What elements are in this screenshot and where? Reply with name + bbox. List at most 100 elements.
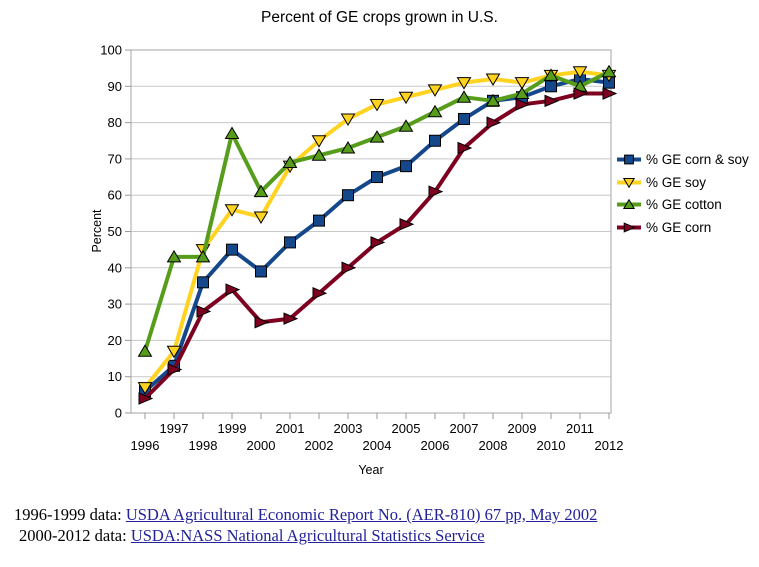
y-tick-label: 70 xyxy=(108,151,122,166)
data-point-marker xyxy=(456,77,472,90)
data-point-marker xyxy=(253,211,269,224)
data-point-marker xyxy=(573,87,589,100)
data-point-marker xyxy=(138,392,154,405)
source-line-1996-1999: 1996-1999 data: USDA Agricultural Econom… xyxy=(14,504,597,525)
source-link-nass[interactable]: USDA:NASS National Agricultural Statisti… xyxy=(130,526,485,545)
data-point-marker xyxy=(427,84,443,97)
legend-label: % GE corn & soy xyxy=(646,152,749,167)
data-point-marker xyxy=(225,283,241,296)
data-point-marker xyxy=(341,261,357,275)
data-point-marker xyxy=(623,221,636,233)
x-tick-label: 1997 xyxy=(160,421,189,436)
data-point-marker xyxy=(255,265,267,278)
data-point-marker xyxy=(622,177,636,188)
y-tick-label: 100 xyxy=(100,43,122,58)
x-tick-label: 2005 xyxy=(392,421,421,436)
y-tick-label: 80 xyxy=(108,115,122,130)
x-tick-label: 2012 xyxy=(595,438,624,453)
y-tick-label: 40 xyxy=(108,260,122,275)
x-tick-label: 2009 xyxy=(508,421,537,436)
legend-label: % GE cotton xyxy=(646,197,722,212)
x-tick-label: 1998 xyxy=(189,438,218,453)
data-point-marker xyxy=(457,141,473,155)
data-point-marker xyxy=(371,171,383,184)
data-point-marker xyxy=(137,344,153,357)
data-point-marker xyxy=(429,134,441,147)
data-sources: 1996-1999 data: USDA Agricultural Econom… xyxy=(14,504,597,546)
legend-label: % GE corn xyxy=(646,219,712,235)
x-tick-label: 2002 xyxy=(305,438,334,453)
data-point-marker xyxy=(486,116,502,129)
data-point-marker xyxy=(427,104,443,118)
data-point-marker xyxy=(224,204,240,217)
data-point-marker xyxy=(456,90,472,103)
data-point-marker xyxy=(514,86,530,100)
y-tick-label: 50 xyxy=(108,224,122,239)
series-line-ge-cotton xyxy=(143,69,611,354)
chart-title: Percent of GE crops grown in U.S. xyxy=(261,9,498,26)
data-point-marker xyxy=(167,363,183,376)
series-ge-soy xyxy=(137,66,617,395)
data-point-marker xyxy=(254,315,270,329)
legend-item-ge-soy: % GE soy xyxy=(616,175,749,190)
data-point-marker xyxy=(369,130,385,143)
data-point-marker xyxy=(340,113,356,126)
series-ge-corn-soy xyxy=(139,73,615,398)
data-point-marker xyxy=(485,73,501,87)
data-point-marker xyxy=(282,155,298,169)
legend-label: % GE soy xyxy=(646,174,707,190)
y-tick-label: 20 xyxy=(108,333,122,348)
x-tick-label: 1996 xyxy=(131,438,160,453)
y-tick-label: 10 xyxy=(108,369,122,384)
data-point-marker xyxy=(284,236,296,249)
data-point-marker xyxy=(137,382,153,395)
data-point-marker xyxy=(514,77,530,90)
x-tick-label: 2001 xyxy=(276,421,305,436)
data-point-marker xyxy=(624,154,634,165)
data-point-marker xyxy=(253,184,269,198)
data-point-marker xyxy=(485,93,501,107)
source-prefix: 2000-2012 data: xyxy=(19,526,131,545)
data-point-marker xyxy=(398,91,414,105)
data-point-marker xyxy=(370,236,386,249)
data-point-marker xyxy=(543,68,559,81)
legend-marker-triangle-down-icon xyxy=(617,177,641,188)
data-point-marker xyxy=(311,135,327,148)
x-tick-label: 2008 xyxy=(479,438,508,453)
x-tick-label: 2007 xyxy=(450,421,479,436)
data-point-marker xyxy=(197,276,209,289)
data-point-marker xyxy=(622,198,636,209)
data-point-marker xyxy=(342,189,354,202)
y-tick-label: 30 xyxy=(108,297,122,312)
data-point-marker xyxy=(572,66,588,79)
data-point-marker xyxy=(601,64,617,78)
plot-area: 0102030405060708090100199619971998199920… xyxy=(100,43,624,454)
data-point-marker xyxy=(399,217,415,231)
legend-marker-square-icon xyxy=(617,154,641,165)
data-point-marker xyxy=(398,119,414,132)
y-tick-label: 0 xyxy=(115,406,122,421)
legend-marker-triangle-up-icon xyxy=(617,198,641,209)
x-tick-label: 1999 xyxy=(218,421,247,436)
x-tick-label: 2011 xyxy=(566,421,594,436)
data-point-marker xyxy=(311,148,327,161)
data-point-marker xyxy=(224,126,240,139)
y-tick-label: 60 xyxy=(108,188,122,203)
source-link-aer810[interactable]: USDA Agricultural Economic Report No. (A… xyxy=(125,505,598,524)
data-point-marker xyxy=(195,249,211,263)
data-point-marker xyxy=(313,214,325,227)
x-tick-label: 2010 xyxy=(537,438,566,453)
data-point-marker xyxy=(312,286,328,300)
data-point-marker xyxy=(458,112,470,125)
source-prefix: 1996-1999 data: xyxy=(14,505,126,524)
data-point-marker xyxy=(544,94,560,108)
legend-item-ge-corn-soy: % GE corn & soy xyxy=(616,152,749,167)
data-point-marker xyxy=(545,80,557,93)
data-point-marker xyxy=(226,243,238,256)
data-point-marker xyxy=(283,312,299,325)
y-axis-title: Percent xyxy=(90,209,104,253)
data-point-marker xyxy=(166,345,182,359)
data-point-marker xyxy=(428,185,444,198)
source-line-2000-2012: 2000-2012 data: USDA:NASS National Agric… xyxy=(14,525,597,546)
data-point-marker xyxy=(400,160,412,173)
